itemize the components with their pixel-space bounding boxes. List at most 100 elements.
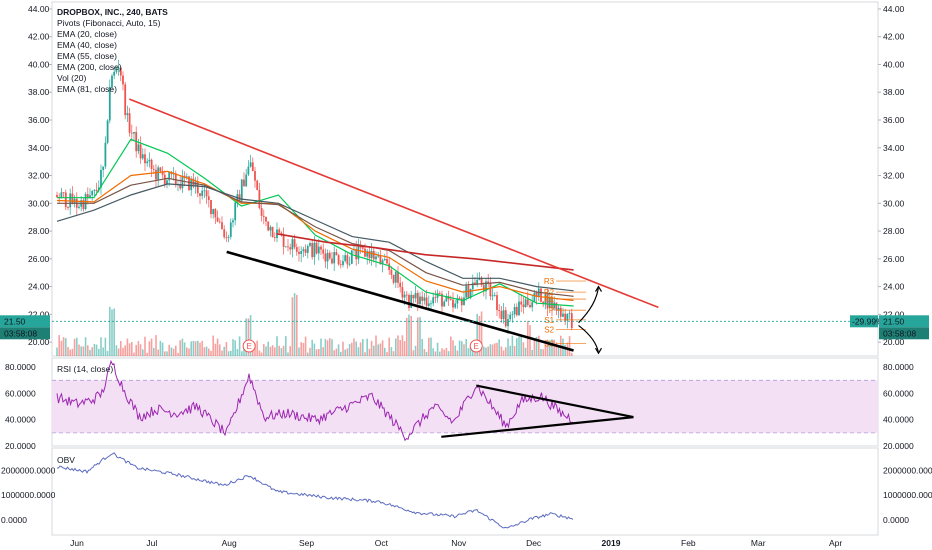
candle-body bbox=[78, 206, 80, 208]
study-ema40[interactable]: EMA (40, close) bbox=[57, 40, 117, 50]
price-axis-right-tick: 22.00 bbox=[883, 309, 905, 319]
symbol-title[interactable]: DROPBOX, INC., 240, BATS bbox=[57, 7, 168, 17]
study-ema55[interactable]: EMA (55, close) bbox=[57, 51, 117, 61]
candle-body bbox=[249, 162, 252, 167]
volume-bar bbox=[100, 337, 102, 356]
candle-body bbox=[511, 314, 514, 316]
volume-bar bbox=[432, 348, 434, 356]
price-axis-right-tick: 34.00 bbox=[883, 143, 905, 153]
volume-bars bbox=[56, 293, 573, 356]
candle-body bbox=[56, 194, 58, 198]
study-pivots[interactable]: Pivots (Fibonacci, Auto, 15) bbox=[57, 18, 161, 28]
candle-body bbox=[322, 249, 325, 254]
volume-bar bbox=[97, 348, 100, 356]
volume-bar bbox=[445, 347, 448, 356]
time-axis-label: 2019 bbox=[602, 538, 621, 548]
volume-bar bbox=[141, 349, 144, 356]
volume-bar bbox=[557, 345, 560, 356]
candle-body bbox=[533, 292, 536, 303]
candle-body bbox=[546, 294, 549, 309]
study-volume[interactable]: Vol (20) bbox=[57, 73, 87, 83]
volume-bar bbox=[64, 338, 67, 356]
volume-bar bbox=[551, 339, 553, 356]
candle-body bbox=[133, 131, 135, 134]
candle-body bbox=[513, 306, 516, 315]
earnings-marker-label: E bbox=[246, 342, 251, 351]
candle-body bbox=[346, 255, 349, 265]
volume-bar bbox=[287, 352, 289, 356]
study-ema200[interactable]: EMA (200, close) bbox=[57, 62, 122, 72]
volume-bar bbox=[381, 340, 384, 356]
candle-body bbox=[159, 167, 162, 172]
volume-bar bbox=[249, 315, 252, 356]
candle-body bbox=[311, 243, 314, 258]
candle-body bbox=[273, 237, 276, 239]
volume-bar bbox=[320, 338, 322, 356]
candle-body bbox=[333, 252, 336, 264]
candle-body bbox=[291, 239, 294, 250]
candle-body bbox=[441, 293, 443, 307]
volume-bar bbox=[146, 352, 148, 356]
price-axis-left-tick: 44.00 bbox=[28, 4, 50, 14]
study-ema20[interactable]: EMA (20, close) bbox=[57, 29, 117, 39]
candle-body bbox=[507, 319, 509, 327]
candle-body bbox=[515, 306, 518, 316]
price-axis-right-tick: 42.00 bbox=[883, 32, 905, 42]
candle-body bbox=[260, 208, 263, 216]
volume-bar bbox=[91, 347, 93, 356]
volume-bar bbox=[122, 347, 124, 356]
volume-bar bbox=[359, 342, 362, 356]
candle-body bbox=[232, 220, 234, 223]
volume-bar bbox=[491, 344, 494, 356]
candle-body bbox=[476, 279, 479, 285]
candle-body bbox=[414, 292, 417, 299]
volume-bar bbox=[513, 346, 516, 356]
volume-bar bbox=[181, 338, 184, 356]
volume-bar bbox=[278, 345, 280, 356]
volume-bar bbox=[269, 346, 272, 356]
study-ema81[interactable]: EMA (81, close) bbox=[57, 84, 117, 94]
volume-bar bbox=[229, 350, 232, 356]
candle-body bbox=[139, 144, 142, 159]
volume-bar bbox=[137, 341, 140, 356]
candle-body bbox=[403, 294, 406, 298]
candle-body bbox=[106, 120, 109, 143]
candle-body bbox=[82, 200, 85, 209]
volume-bar bbox=[223, 346, 225, 356]
projection-arrow bbox=[578, 324, 600, 354]
obv-axis-right-tick: 2000000.0000 bbox=[883, 465, 932, 475]
volume-bar bbox=[58, 335, 60, 356]
volume-bar bbox=[267, 341, 269, 356]
pivot-label-r1: R1 bbox=[544, 295, 555, 304]
volume-bar bbox=[401, 335, 404, 356]
candle-body bbox=[432, 297, 435, 304]
candle-body bbox=[326, 252, 329, 262]
candle-body bbox=[364, 248, 366, 257]
volume-bar bbox=[452, 340, 454, 356]
candle-body bbox=[487, 281, 490, 284]
volume-bar bbox=[350, 342, 353, 356]
volume-bar bbox=[194, 341, 197, 356]
volume-bar bbox=[159, 340, 162, 356]
obv-legend[interactable]: OBV bbox=[57, 455, 75, 465]
rsi-axis-left-tick: 60.0000 bbox=[5, 388, 36, 398]
candle-body bbox=[564, 313, 567, 321]
countdown-badge-left bbox=[0, 327, 50, 340]
volume-bar bbox=[377, 344, 379, 356]
rsi-legend[interactable]: RSI (14, close) bbox=[57, 364, 114, 374]
volume-bar bbox=[168, 344, 170, 356]
candle-body bbox=[526, 299, 529, 305]
volume-bar bbox=[489, 344, 492, 356]
price-axis-left-tick: 30.00 bbox=[28, 198, 50, 208]
obv-axis-right-tick: 1000000.0000 bbox=[883, 490, 932, 500]
candle-body bbox=[405, 294, 408, 296]
rsi-trendline-lower bbox=[441, 416, 634, 438]
candle-body bbox=[394, 271, 397, 283]
candle-body bbox=[423, 297, 426, 301]
candle-body bbox=[317, 246, 320, 254]
rsi-axis-left-tick: 40.0000 bbox=[5, 415, 36, 425]
volume-bar bbox=[423, 349, 426, 356]
volume-bar bbox=[236, 349, 239, 356]
volume-bar bbox=[113, 308, 115, 356]
